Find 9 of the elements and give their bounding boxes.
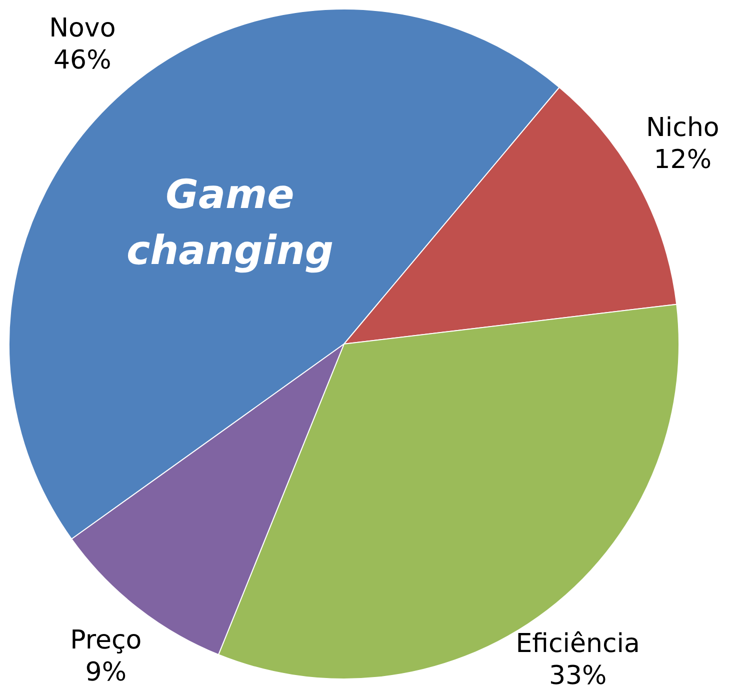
slice-label: Novo — [49, 14, 116, 44]
slice-label: Nicho — [646, 112, 720, 143]
data-label: 9% — [85, 658, 127, 688]
data-label: 12% — [654, 144, 712, 175]
data-label: 46% — [54, 46, 112, 76]
text: Game changing — [126, 172, 334, 274]
data-label: 33% — [548, 660, 607, 691]
slice-label: Eficiência — [516, 628, 640, 659]
slice-label: Preço — [70, 626, 142, 656]
